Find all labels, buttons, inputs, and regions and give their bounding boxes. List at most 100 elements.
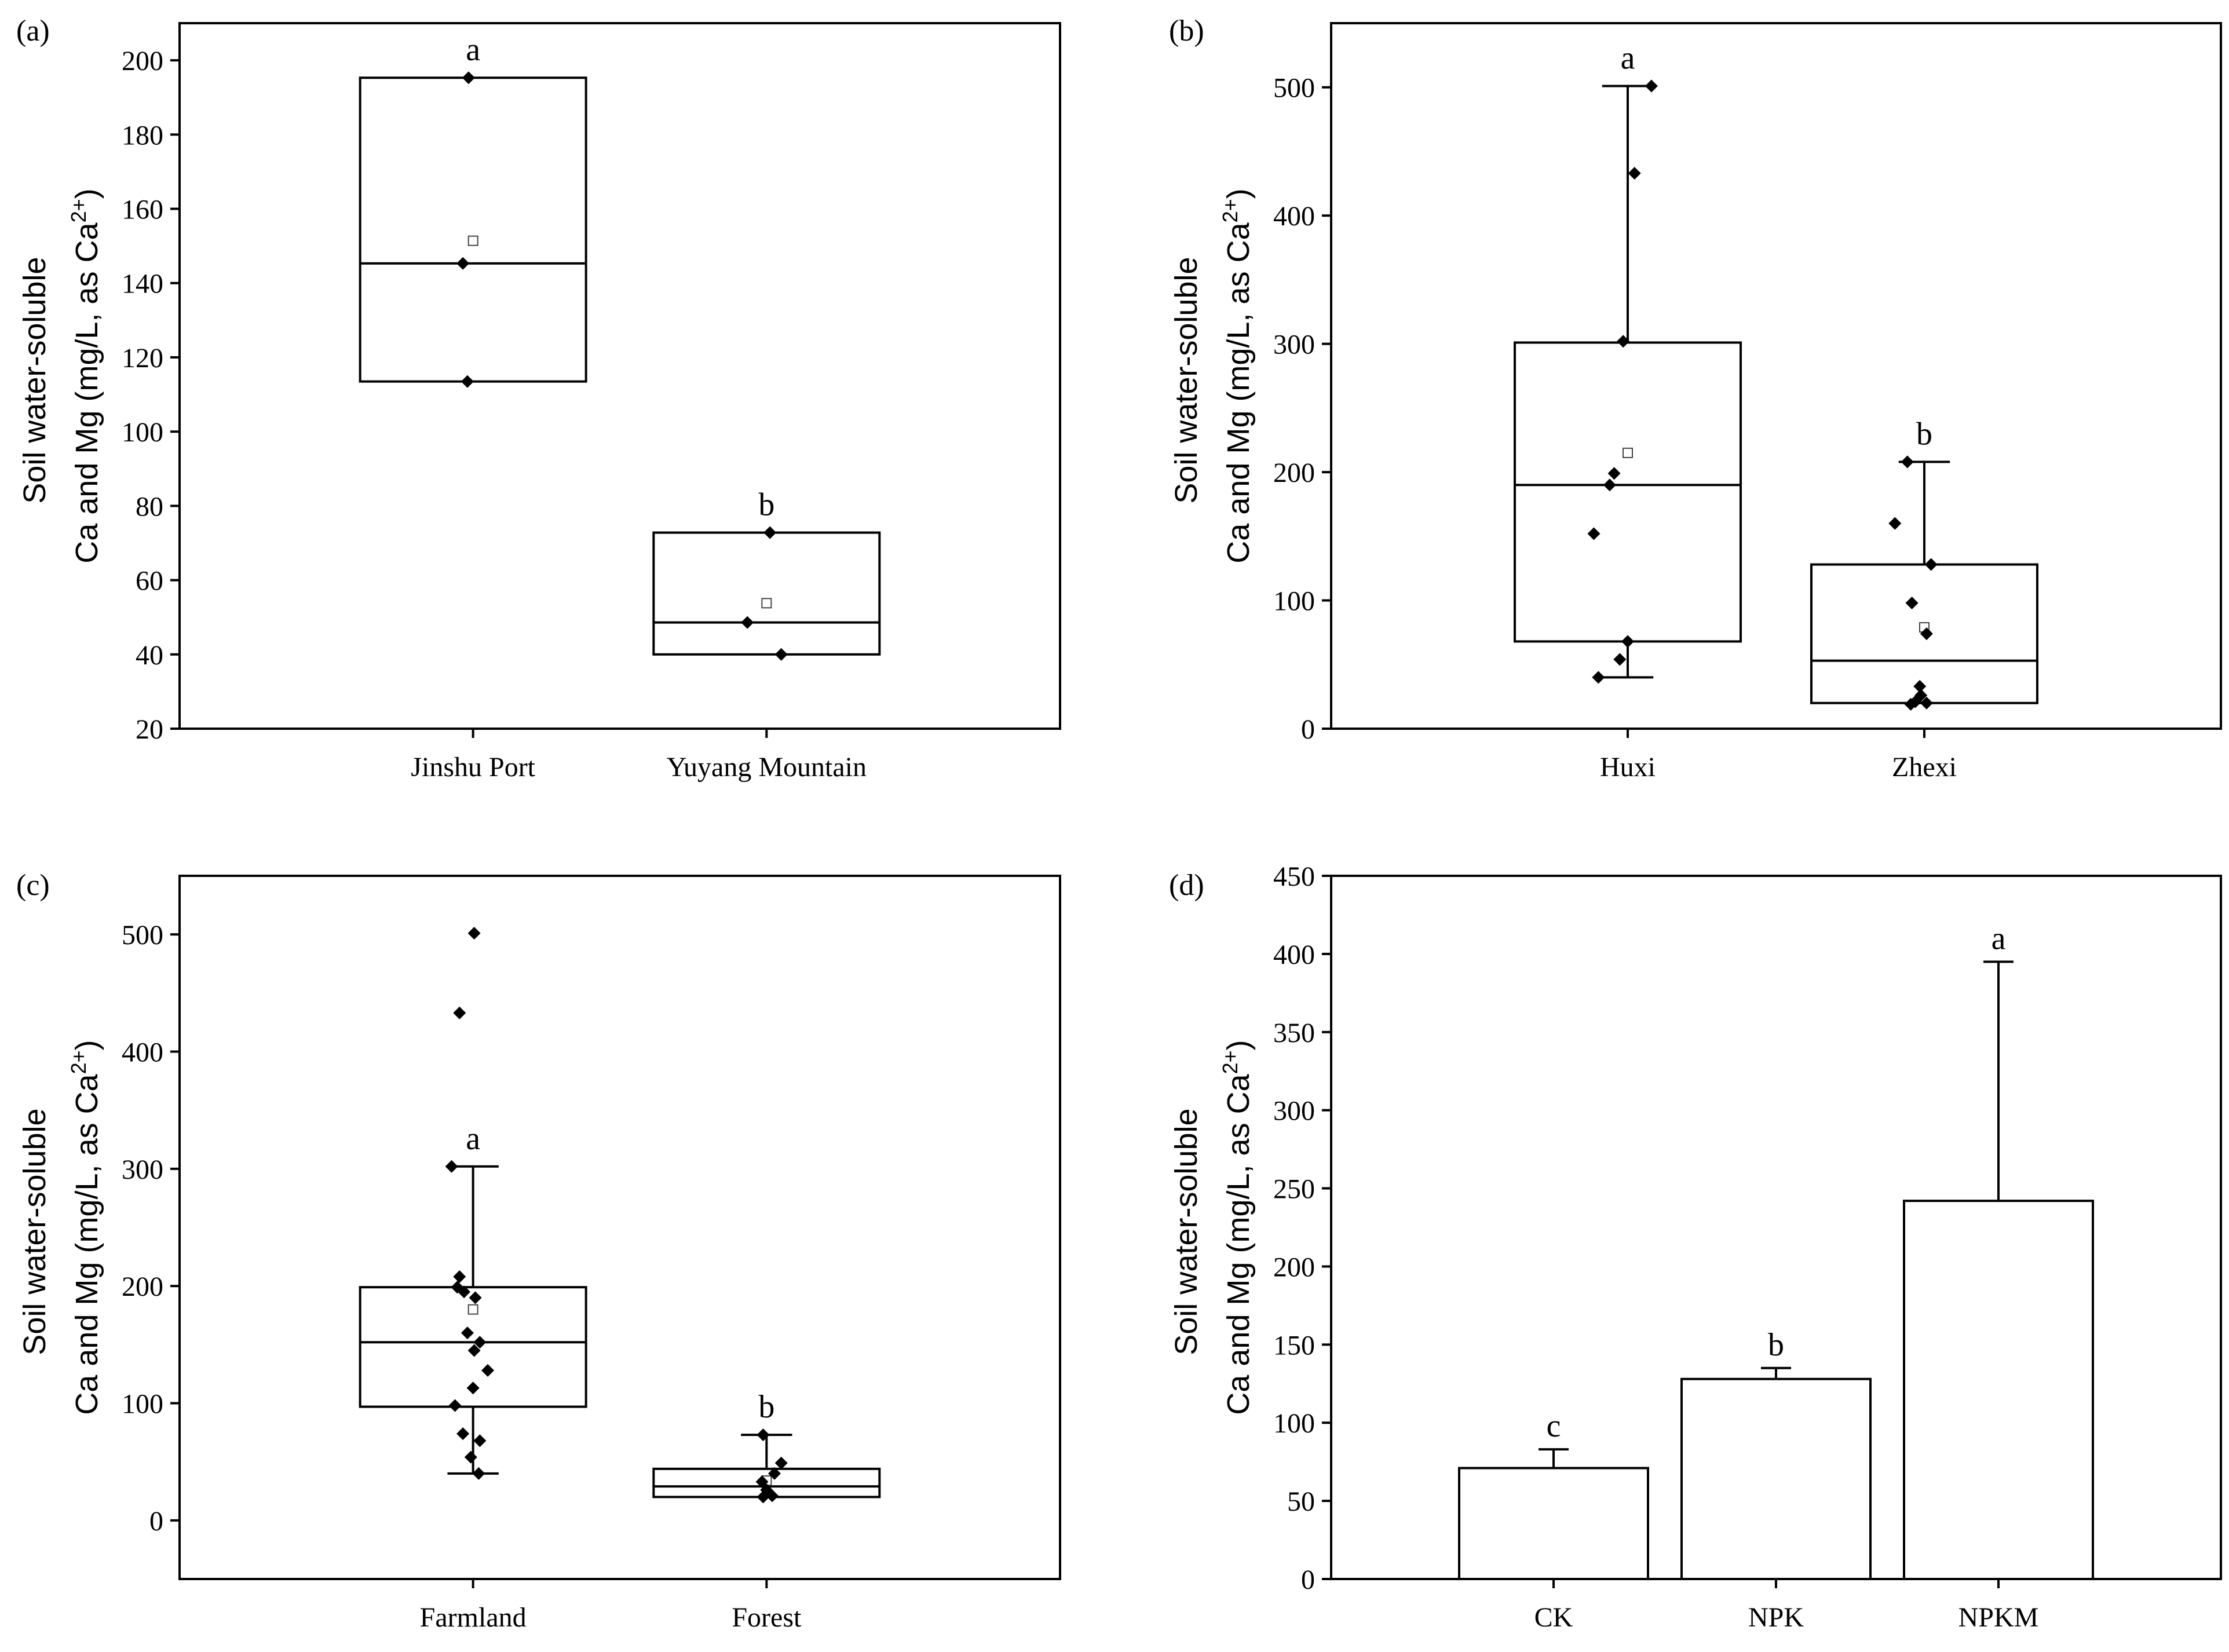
box-group-1: a [359, 927, 587, 1480]
y-tick-label: 0 [1301, 714, 1315, 745]
data-point [461, 375, 474, 388]
y-axis-b: 0 100 200 300 400 500 [1273, 73, 1331, 745]
x-tick-label: CK [1534, 1602, 1573, 1633]
y-tick-label: 40 [136, 640, 163, 671]
x-tick-label: Farmland [420, 1602, 527, 1633]
data-point [472, 1467, 485, 1480]
box [359, 76, 587, 383]
y-tick-label: 200 [1273, 458, 1315, 488]
y-tick-label: 50 [1287, 1486, 1315, 1517]
data-point [461, 1326, 474, 1340]
data-point [445, 1160, 458, 1173]
bar [1458, 1467, 1649, 1580]
y-tick-label: 20 [136, 714, 163, 745]
significance-letter: a [466, 32, 480, 68]
data-point [467, 1344, 481, 1357]
y-axis-label-sup: 2+ [67, 199, 90, 222]
y-axis-label-line2: Ca and Mg (mg/L, as Ca [1221, 1073, 1256, 1415]
significance-letter: b [758, 1389, 774, 1425]
data-point [473, 1434, 487, 1448]
data-point [1628, 167, 1641, 180]
y-tick-label: 100 [122, 417, 163, 448]
x-tick-label: NPK [1748, 1602, 1804, 1633]
x-tick-label: Jinshu Port [411, 752, 535, 783]
bar-group-2: b [1680, 1327, 1872, 1580]
y-tick-label: 400 [1273, 201, 1315, 232]
panel-label-b: (b) [1169, 14, 1204, 47]
x-tick-label: Zhexi [1892, 752, 1957, 783]
y-tick-label: 80 [136, 491, 163, 522]
data-point [763, 526, 777, 539]
data-point [768, 1467, 781, 1480]
y-tick-label: 100 [1273, 586, 1315, 617]
y-tick-label: 350 [1273, 1018, 1315, 1048]
mean-marker [467, 235, 478, 246]
data-point [1621, 635, 1634, 648]
y-tick-label: 180 [122, 120, 163, 151]
significance-letter: a [1992, 920, 2006, 956]
marks-d: c b a [1458, 920, 2094, 1580]
data-point [1587, 527, 1601, 540]
y-tick-label: 500 [122, 920, 163, 951]
y-tick-label: 0 [149, 1506, 163, 1537]
y-tick-label: 450 [1273, 861, 1315, 892]
y-tick-label: 400 [1273, 940, 1315, 970]
x-axis-b: Huxi Zhexi [1600, 729, 1957, 783]
data-point [1905, 596, 1919, 609]
y-axis-label-end: ) [70, 188, 104, 199]
y-tick-label: 120 [122, 343, 163, 374]
data-point [1904, 697, 1917, 711]
x-tick-label: NPKM [1958, 1602, 2039, 1633]
data-point [458, 1285, 471, 1299]
data-point [469, 1291, 482, 1304]
y-tick-label: 100 [122, 1389, 163, 1420]
box-group-2: b [652, 1389, 881, 1504]
y-axis-label-end: ) [1221, 188, 1256, 199]
y-axis-label-line1: Soil water-soluble [17, 1108, 52, 1355]
data-point [453, 1006, 466, 1019]
box-group-1: a [1514, 41, 1742, 684]
x-axis-c: Farmland Forest [420, 1579, 802, 1633]
x-tick-label: Huxi [1600, 752, 1656, 783]
box-group-2: b [652, 487, 881, 661]
y-axis-d: 0 50 100 150 200 250 300 350 400 450 [1273, 861, 1331, 1595]
data-point [473, 1336, 487, 1349]
significance-letter: b [1916, 416, 1932, 452]
data-point [1617, 335, 1630, 348]
y-tick-label: 200 [122, 46, 163, 76]
data-point [456, 257, 470, 270]
bar [1903, 1200, 2094, 1580]
plot-frame-a [178, 22, 1061, 730]
plot-frame-c [178, 875, 1061, 1580]
data-point [1920, 627, 1933, 641]
data-point [1607, 467, 1621, 480]
data-point [466, 1381, 480, 1395]
y-axis-label-sup: 2+ [67, 1050, 90, 1074]
y-axis-label-line2: Ca and Mg (mg/L, as Ca [70, 222, 104, 563]
data-point [467, 927, 481, 940]
y-tick-label: 100 [1273, 1408, 1315, 1439]
x-tick-label: Forest [732, 1602, 802, 1633]
y-axis-a: 20 40 60 80 100 120 140 160 180 200 [122, 46, 180, 745]
data-point [453, 1270, 466, 1283]
x-axis-a: Jinshu Port Yuyang Mountain [411, 729, 867, 783]
data-point [1888, 517, 1902, 530]
marks-a: ab [359, 32, 881, 661]
plot-frame-b [1330, 22, 2222, 730]
box-group-2: b [1810, 416, 2038, 711]
y-tick-label: 140 [122, 269, 163, 299]
data-point [1592, 671, 1605, 684]
y-axis-label-line2: Ca and Mg (mg/L, as Ca [1221, 222, 1256, 563]
data-point [462, 71, 475, 85]
y-axis-label-line1: Soil water-soluble [17, 257, 52, 503]
significance-letter: b [758, 487, 774, 523]
y-axis-label-a: Soil water-soluble Ca and Mg (mg/L, as C… [17, 188, 104, 563]
significance-letter: c [1547, 1408, 1561, 1444]
data-point [1645, 79, 1658, 93]
y-tick-label: 250 [1273, 1174, 1315, 1205]
panel-label-d: (d) [1169, 869, 1204, 902]
y-tick-label: 60 [136, 566, 163, 597]
